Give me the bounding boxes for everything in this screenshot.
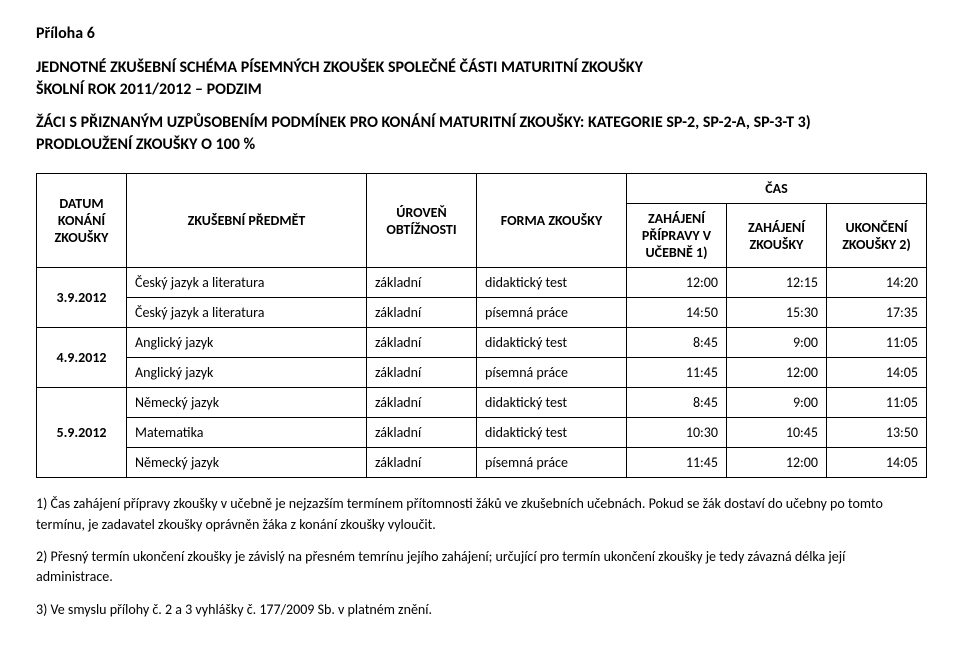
level-cell: základní — [367, 388, 477, 418]
time-start-cell: 12:00 — [727, 448, 827, 478]
form-cell: didaktický test — [477, 328, 627, 358]
subject-cell: Český jazyk a literatura — [127, 268, 367, 298]
col-header-date: DATUM KONÁNÍ ZKOUŠKY — [37, 174, 127, 268]
time-prep-cell: 8:45 — [627, 388, 727, 418]
page-heading: JEDNOTNÉ ZKUŠEBNÍ SCHÉMA PÍSEMNÝCH ZKOUŠ… — [36, 57, 924, 100]
time-end-cell: 14:20 — [827, 268, 927, 298]
level-cell: základní — [367, 268, 477, 298]
level-cell: základní — [367, 358, 477, 388]
page-subheading: ŽÁCI S PŘIZNANÝM UZPŮSOBENÍM PODMÍNEK PR… — [36, 112, 924, 155]
date-cell: 5.9.2012 — [37, 388, 127, 478]
form-cell: písemná práce — [477, 358, 627, 388]
footnote-1: 1) Čas zahájení přípravy zkoušky v učebn… — [36, 494, 924, 535]
attachment-label: Příloha 6 — [36, 24, 924, 43]
heading-line-2: ŠKOLNÍ ROK 2011/2012 – PODZIM — [36, 80, 262, 99]
form-cell: didaktický test — [477, 388, 627, 418]
time-prep-cell: 12:00 — [627, 268, 727, 298]
form-cell: písemná práce — [477, 298, 627, 328]
time-prep-cell: 10:30 — [627, 418, 727, 448]
subject-cell: Anglický jazyk — [127, 358, 367, 388]
subject-cell: Německý jazyk — [127, 448, 367, 478]
col-header-level: ÚROVEŇ OBTÍŽNOSTI — [367, 174, 477, 268]
time-end-cell: 14:05 — [827, 358, 927, 388]
col-header-form: FORMA ZKOUŠKY — [477, 174, 627, 268]
form-cell: didaktický test — [477, 418, 627, 448]
table-row: 5.9.2012 Německý jazyk základní didaktic… — [37, 388, 927, 418]
table-row: Anglický jazyk základní písemná práce 11… — [37, 358, 927, 388]
footnote-2: 2) Přesný termín ukončení zkoušky je záv… — [36, 547, 924, 588]
footnote-3: 3) Ve smyslu přílohy č. 2 a 3 vyhlášky č… — [36, 600, 924, 620]
level-cell: základní — [367, 448, 477, 478]
level-cell: základní — [367, 298, 477, 328]
time-start-cell: 15:30 — [727, 298, 827, 328]
level-cell: základní — [367, 328, 477, 358]
time-end-cell: 14:05 — [827, 448, 927, 478]
table-row: 3.9.2012 Český jazyk a literatura základ… — [37, 268, 927, 298]
table-row: Matematika základní didaktický test 10:3… — [37, 418, 927, 448]
date-cell: 4.9.2012 — [37, 328, 127, 388]
time-end-cell: 13:50 — [827, 418, 927, 448]
time-end-cell: 11:05 — [827, 328, 927, 358]
table-row: Český jazyk a literatura základní písemn… — [37, 298, 927, 328]
form-cell: písemná práce — [477, 448, 627, 478]
col-header-time-start: ZAHÁJENÍ ZKOUŠKY — [727, 204, 827, 268]
time-start-cell: 12:00 — [727, 358, 827, 388]
time-prep-cell: 8:45 — [627, 328, 727, 358]
table-row: Německý jazyk základní písemná práce 11:… — [37, 448, 927, 478]
time-prep-cell: 11:45 — [627, 358, 727, 388]
col-header-time-end: UKONČENÍ ZKOUŠKY 2) — [827, 204, 927, 268]
time-prep-cell: 11:45 — [627, 448, 727, 478]
subheading-line-2: PRODLOUŽENÍ ZKOUŠKY O 100 % — [36, 135, 255, 154]
subject-cell: Německý jazyk — [127, 388, 367, 418]
table-row: 4.9.2012 Anglický jazyk základní didakti… — [37, 328, 927, 358]
time-start-cell: 12:15 — [727, 268, 827, 298]
subheading-line-1: ŽÁCI S PŘIZNANÝM UZPŮSOBENÍM PODMÍNEK PR… — [36, 113, 811, 132]
time-start-cell: 9:00 — [727, 388, 827, 418]
footnotes: 1) Čas zahájení přípravy zkoušky v učebn… — [36, 494, 924, 619]
heading-line-1: JEDNOTNÉ ZKUŠEBNÍ SCHÉMA PÍSEMNÝCH ZKOUŠ… — [36, 58, 643, 77]
time-start-cell: 10:45 — [727, 418, 827, 448]
subject-cell: Anglický jazyk — [127, 328, 367, 358]
col-header-time-prep: ZAHÁJENÍ PŘÍPRAVY V UČEBNĚ 1) — [627, 204, 727, 268]
col-header-subject: ZKUŠEBNÍ PŘEDMĚT — [127, 174, 367, 268]
time-end-cell: 11:05 — [827, 388, 927, 418]
subject-cell: Český jazyk a literatura — [127, 298, 367, 328]
subject-cell: Matematika — [127, 418, 367, 448]
date-cell: 3.9.2012 — [37, 268, 127, 328]
schedule-table: DATUM KONÁNÍ ZKOUŠKY ZKUŠEBNÍ PŘEDMĚT ÚR… — [36, 173, 927, 478]
time-end-cell: 17:35 — [827, 298, 927, 328]
form-cell: didaktický test — [477, 268, 627, 298]
table-header: DATUM KONÁNÍ ZKOUŠKY ZKUŠEBNÍ PŘEDMĚT ÚR… — [37, 174, 927, 268]
table-body: 3.9.2012 Český jazyk a literatura základ… — [37, 268, 927, 478]
time-prep-cell: 14:50 — [627, 298, 727, 328]
col-header-time-group: ČAS — [627, 174, 927, 204]
time-start-cell: 9:00 — [727, 328, 827, 358]
level-cell: základní — [367, 418, 477, 448]
